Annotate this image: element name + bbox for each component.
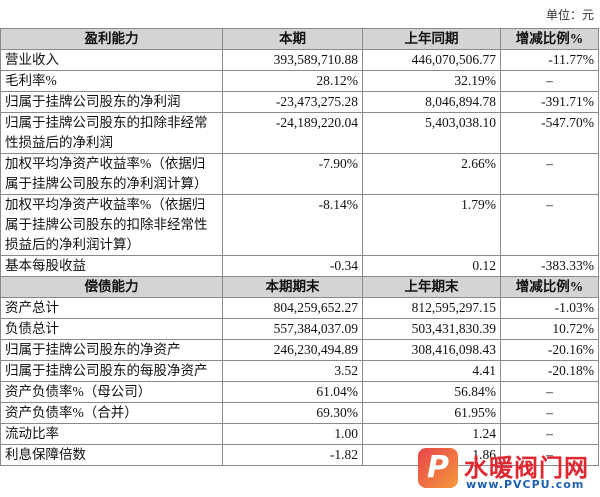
value-cell: –	[500, 153, 599, 195]
row-label: 资产负债率%（母公司）	[0, 381, 223, 403]
value-cell: -1.03%	[500, 297, 599, 319]
value-cell: 10.72%	[500, 318, 599, 340]
data-row: 归属于挂牌公司股东的净资产 246,230,494.89 308,416,098.4…	[0, 339, 599, 361]
value-cell: 0.12	[362, 255, 501, 277]
header-cell: 偿债能力	[0, 276, 223, 298]
row-label: 基本每股收益	[0, 255, 223, 277]
value-cell: -23,473,275.28	[222, 91, 363, 113]
value-cell: 32.19%	[362, 70, 501, 92]
value-cell: 5,403,038.10	[362, 112, 501, 154]
row-label: 利息保障倍数	[0, 444, 223, 466]
table-body: 盈利能力 本期 上年同期 增减比例% 营业收入 393,589,710.88 446,070…	[0, 28, 599, 466]
row-label: 归属于挂牌公司股东的净资产	[0, 339, 223, 361]
row-label: 归属于挂牌公司股东的扣除非经常性损益后的净利润	[0, 112, 223, 154]
value-cell: -0.34	[222, 255, 363, 277]
watermark-url: www.PVCPU.com	[466, 478, 585, 491]
data-row: 负债总计 557,384,037.09 503,431,830.39 10.72%	[0, 318, 599, 340]
data-row: 资产负债率%（母公司） 61.04% 56.84% –	[0, 381, 599, 403]
value-cell: 28.12%	[222, 70, 363, 92]
data-row: 加权平均净资产收益率%（依据归属于挂牌公司股东的扣除非经常性损益后的净利润计算）…	[0, 194, 599, 256]
row-label: 加权平均净资产收益率%（依据归属于挂牌公司股东的净利润计算）	[0, 153, 223, 195]
row-label: 资产总计	[0, 297, 223, 319]
header-row: 盈利能力 本期 上年同期 增减比例%	[0, 28, 599, 50]
value-cell: 3.52	[222, 360, 363, 382]
row-label: 归属于挂牌公司股东的净利润	[0, 91, 223, 113]
header-cell: 上年期末	[362, 276, 501, 298]
data-row: 毛利率% 28.12% 32.19% –	[0, 70, 599, 92]
financial-table: 盈利能力 本期 上年同期 增减比例% 营业收入 393,589,710.88 446,070…	[0, 28, 599, 466]
data-row: 资产总计 804,259,652.27 812,595,297.15 -1.03%	[0, 297, 599, 319]
value-cell: –	[500, 444, 599, 466]
header-cell: 增减比例%	[500, 276, 599, 298]
row-label: 营业收入	[0, 49, 223, 71]
data-row: 资产负债率%（合并） 69.30% 61.95% –	[0, 402, 599, 424]
data-row: 归属于挂牌公司股东的净利润 -23,473,275.28 8,046,894.78-…	[0, 91, 599, 113]
value-cell: 503,431,830.39	[362, 318, 501, 340]
header-cell: 增减比例%	[500, 28, 599, 50]
value-cell: –	[500, 402, 599, 424]
value-cell: 393,589,710.88	[222, 49, 363, 71]
value-cell: -391.71%	[500, 91, 599, 113]
value-cell: 804,259,652.27	[222, 297, 363, 319]
value-cell: 308,416,098.43	[362, 339, 501, 361]
value-cell: -7.90%	[222, 153, 363, 195]
unit-label: 单位：元	[545, 8, 594, 22]
watermark-name: 水暖阀门网	[464, 454, 589, 482]
value-cell: -20.18%	[500, 360, 599, 382]
data-row: 营业收入 393,589,710.88 446,070,506.77 -11.77%	[0, 49, 599, 71]
watermark-logo: P	[418, 448, 458, 488]
value-cell: 4.41	[362, 360, 501, 382]
value-cell: 1.00	[222, 423, 363, 445]
value-cell: 812,595,297.15	[362, 297, 501, 319]
header-cell: 本期	[222, 28, 363, 50]
value-cell: 446,070,506.77	[362, 49, 501, 71]
value-cell: 61.95%	[362, 402, 501, 424]
value-cell: –	[500, 70, 599, 92]
row-label: 加权平均净资产收益率%（依据归属于挂牌公司股东的扣除非经常性损益后的净利润计算）	[0, 194, 223, 256]
value-cell: 8,046,894.78	[362, 91, 501, 113]
value-cell: -24,189,220.04	[222, 112, 363, 154]
value-cell: 61.04%	[222, 381, 363, 403]
data-row: 加权平均净资产收益率%（依据归属于挂牌公司股东的净利润计算） -7.90% 2.66…	[0, 153, 599, 195]
value-cell: 1.79%	[362, 194, 501, 256]
value-cell: -20.16%	[500, 339, 599, 361]
value-cell: -383.33%	[500, 255, 599, 277]
value-cell: –	[500, 423, 599, 445]
row-label: 资产负债率%（合并）	[0, 402, 223, 424]
row-label: 毛利率%	[0, 70, 223, 92]
row-label: 归属于挂牌公司股东的每股净资产	[0, 360, 223, 382]
value-cell: -8.14%	[222, 194, 363, 256]
value-cell: -1.82	[222, 444, 363, 466]
value-cell: –	[500, 381, 599, 403]
value-cell: 246,230,494.89	[222, 339, 363, 361]
value-cell: 56.84%	[362, 381, 501, 403]
value-cell: -547.70%	[500, 112, 599, 154]
watermark: P 水暖阀门网 www.PVCPU.com	[418, 446, 598, 494]
data-row: 流动比率 1.00 1.24–	[0, 423, 599, 445]
value-cell: 557,384,037.09	[222, 318, 363, 340]
value-cell: -11.77%	[500, 49, 599, 71]
value-cell: 2.66%	[362, 153, 501, 195]
data-row: 归属于挂牌公司股东的每股净资产 3.52 4.41 -20.18%	[0, 360, 599, 382]
data-row: 归属于挂牌公司股东的扣除非经常性损益后的净利润 -24,189,220.04 5,4…	[0, 112, 599, 154]
header-cell: 盈利能力	[0, 28, 223, 50]
value-cell: 69.30%	[222, 402, 363, 424]
header-row: 偿债能力 本期期末 上年期末 增减比例%	[0, 276, 599, 298]
value-cell: 1.24	[362, 423, 501, 445]
value-cell: –	[500, 194, 599, 256]
header-cell: 本期期末	[222, 276, 363, 298]
row-label: 流动比率	[0, 423, 223, 445]
data-row: 基本每股收益 -0.34 0.12 -383.33%	[0, 255, 599, 277]
header-cell: 上年同期	[362, 28, 501, 50]
row-label: 负债总计	[0, 318, 223, 340]
